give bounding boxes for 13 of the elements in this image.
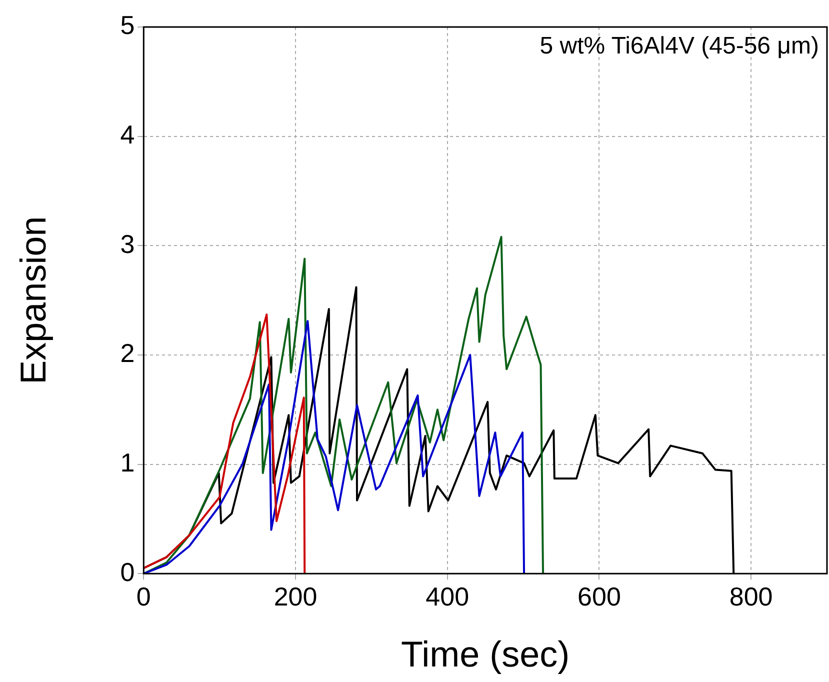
y-tick-label: 1: [120, 447, 135, 478]
x-tick-label: 400: [426, 581, 470, 612]
annotation: 5 wt% Ti6Al4V (45-56 μm): [540, 32, 819, 60]
y-tick-label: 0: [120, 556, 135, 587]
x-tick-label: 200: [274, 581, 318, 612]
y-tick-label: 4: [120, 119, 135, 150]
y-axis-title: Expansion: [12, 216, 54, 384]
y-tick-label: 2: [120, 338, 135, 368]
x-tick-label: 800: [729, 581, 773, 612]
y-tick-label: 5: [120, 10, 135, 40]
x-axis-title: Time (sec): [400, 633, 570, 674]
x-tick-label: 600: [578, 581, 621, 612]
y-tick-label: 3: [120, 228, 135, 259]
